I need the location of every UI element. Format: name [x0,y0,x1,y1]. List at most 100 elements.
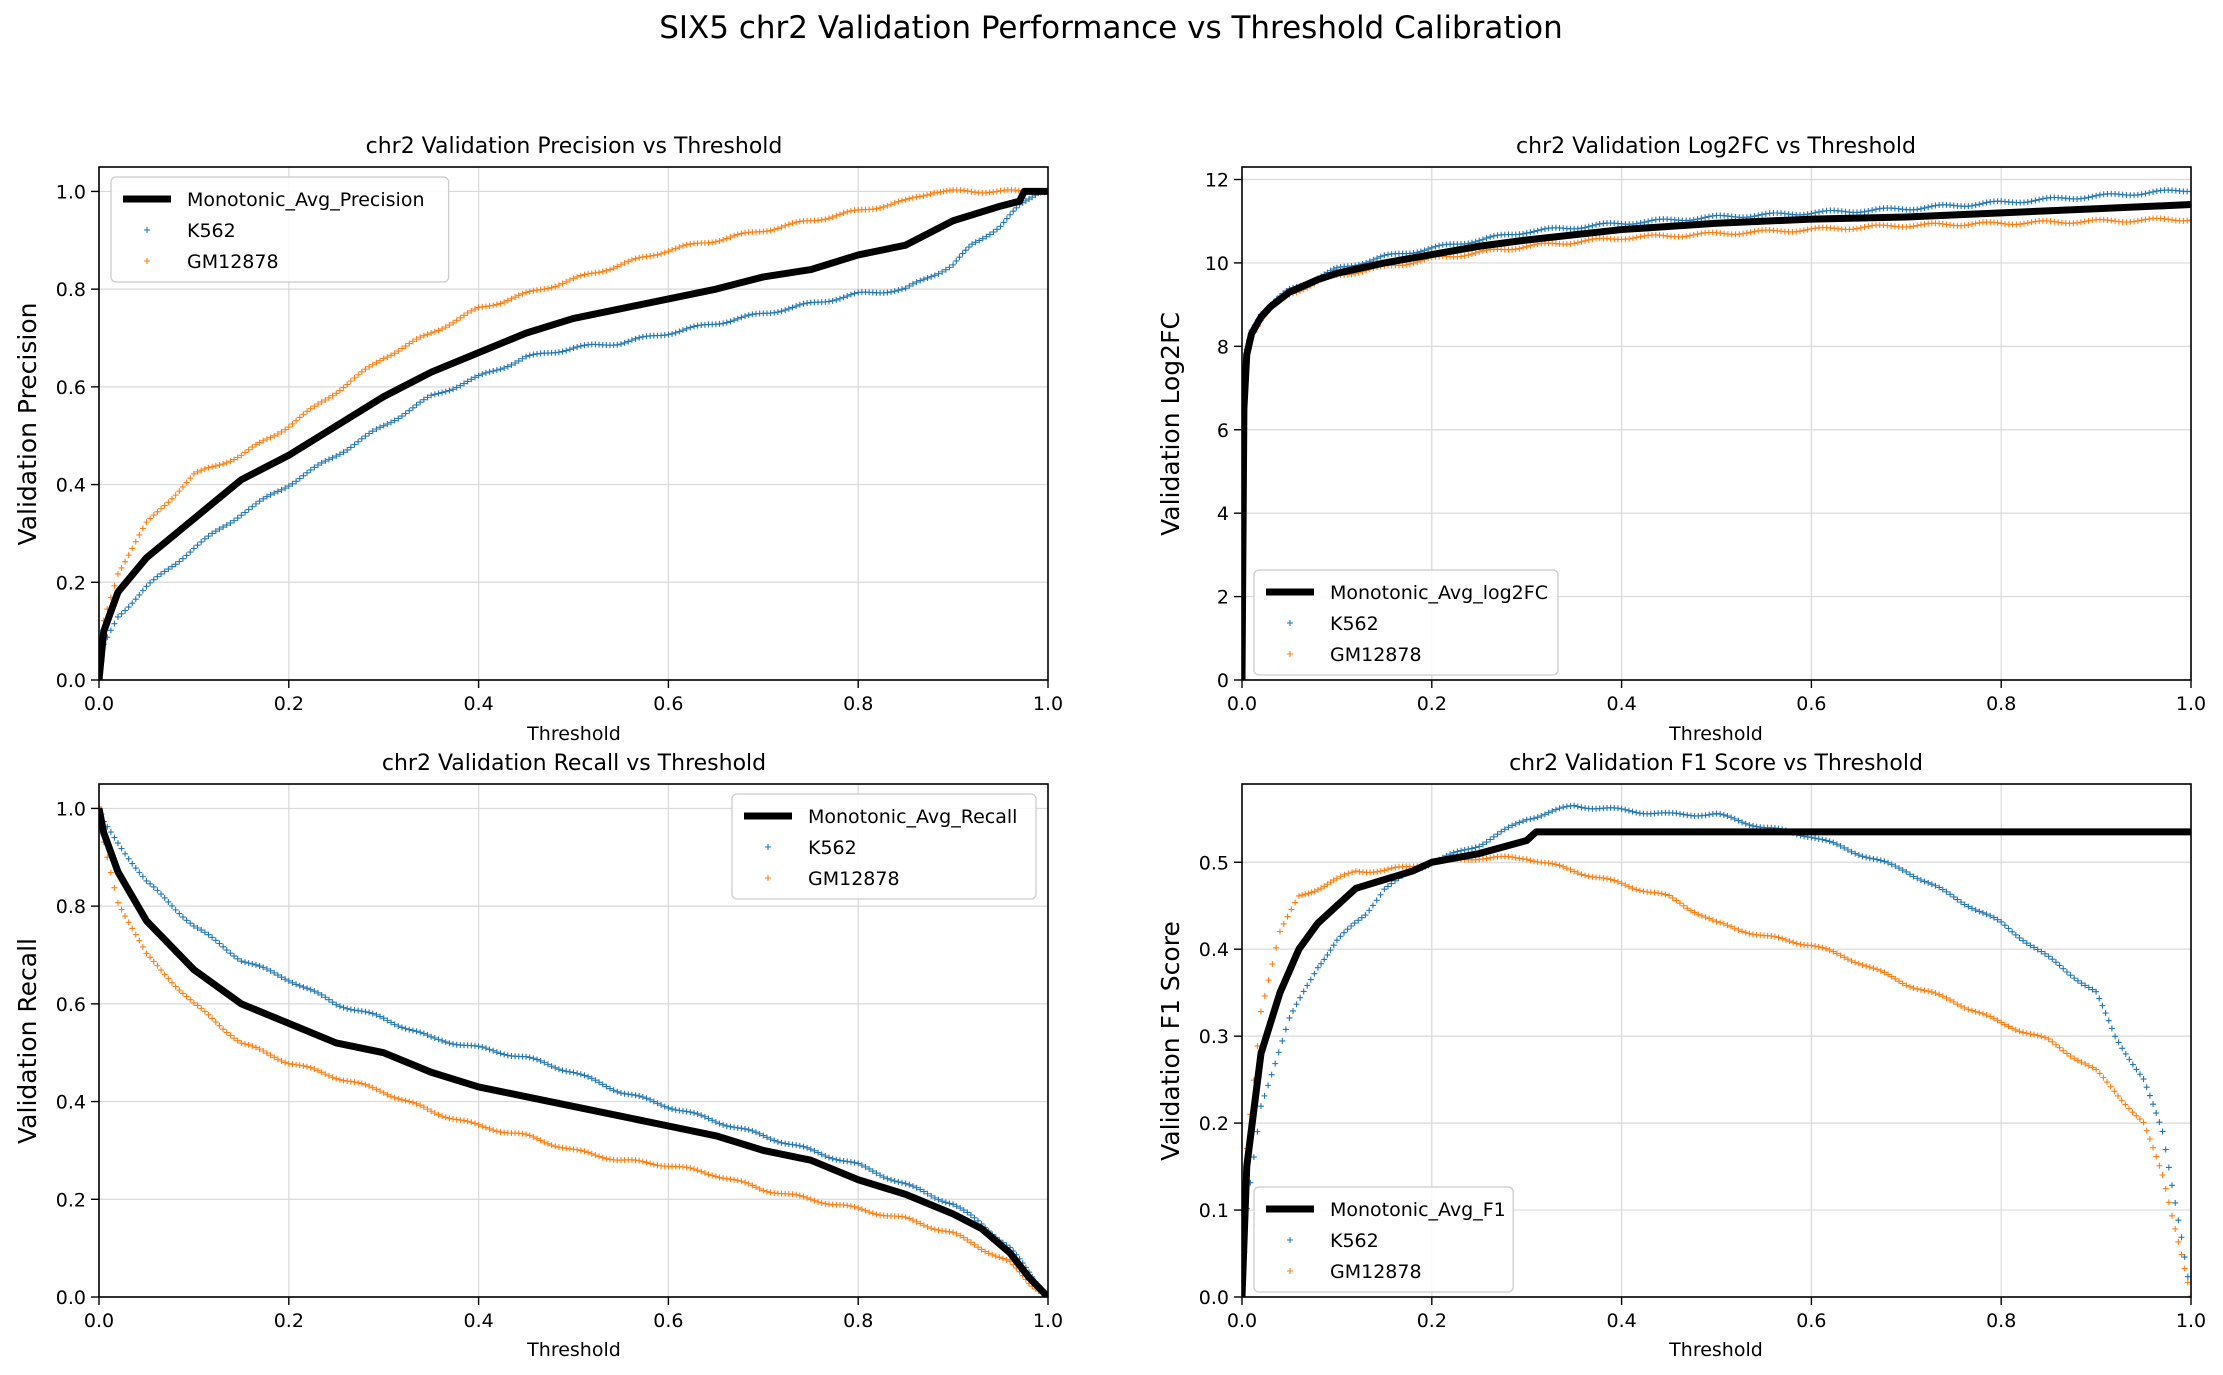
data-point-gm12878 [1567,866,1574,873]
data-point-k562 [2153,1110,2160,1117]
data-point-gm12878 [493,301,500,308]
data-point-k562 [2001,922,2008,929]
data-point-k562 [676,328,683,335]
data-point-gm12878 [1771,933,1778,940]
data-point-gm12878 [1655,890,1662,897]
data-point-k562 [249,503,256,510]
data-point-k562 [2020,937,2027,944]
data-point-k562 [1861,208,1868,215]
data-point-k562 [665,331,672,338]
data-point-k562 [417,1029,424,1036]
data-point-gm12878 [198,467,205,474]
data-point-gm12878 [793,219,800,226]
data-point-k562 [1830,839,1837,846]
data-point-k562 [2112,1033,2119,1040]
data-point-gm12878 [1709,917,1716,924]
data-point-k562 [891,1177,898,1184]
data-point-k562 [566,346,573,353]
data-point-k562 [519,355,526,362]
data-point-k562 [1914,875,1921,882]
data-point-k562 [183,917,190,924]
data-point-gm12878 [555,1144,562,1151]
data-point-gm12878 [307,1064,314,1071]
data-point-k562 [1859,853,1866,860]
data-point-k562 [745,312,752,319]
data-point-gm12878 [1731,925,1738,932]
x-tick-label: 0.8 [1986,1310,2016,1332]
data-point-gm12878 [753,1184,759,1191]
data-point-gm12878 [139,525,146,532]
legend: Monotonic_Avg_Recall K562 GM12878 [731,793,1037,900]
data-point-k562 [1373,897,1380,904]
y-tick-label: 0.8 [56,279,86,301]
data-point-k562 [1885,859,1892,866]
data-point-gm12878 [249,444,256,451]
data-point-gm12878 [1823,945,1829,952]
data-point-gm12878 [296,1062,303,1069]
data-point-k562 [709,1117,716,1124]
data-point-gm12878 [650,252,657,259]
data-point-k562 [2099,1002,2106,1009]
y-tick-label: 2 [1217,587,1229,609]
data-point-k562 [1029,194,1036,201]
data-point-k562 [209,934,216,941]
data-point-gm12878 [2181,1265,2188,1272]
data-point-k562 [888,1176,895,1183]
data-point-k562 [1003,215,1010,222]
data-point-k562 [965,244,972,251]
data-point-k562 [847,291,854,298]
data-point-gm12878 [1969,1007,1975,1014]
data-point-k562 [1641,219,1648,226]
data-point-gm12878 [2133,1112,2140,1119]
data-point-k562 [771,309,778,316]
legend-label: Monotonic_Avg_log2FC [1330,582,1548,604]
data-point-gm12878 [351,1079,358,1086]
data-point-k562 [1509,822,1516,829]
data-point-k562 [1523,816,1530,823]
data-point-k562 [884,1175,891,1182]
data-point-gm12878 [978,1246,985,1253]
legend-point-marker [765,875,771,881]
data-point-k562 [1381,252,1388,259]
data-point-gm12878 [435,327,442,334]
data-point-k562 [1976,201,1983,208]
data-point-gm12878 [169,979,175,986]
data-point-k562 [428,1033,435,1040]
data-point-k562 [585,1073,592,1080]
data-point-gm12878 [614,263,621,270]
data-point-k562 [388,419,394,426]
legend-label: Monotonic_Avg_F1 [1330,1199,1506,1221]
data-point-k562 [125,855,132,862]
data-point-k562 [957,1205,964,1212]
data-point-gm12878 [1833,950,1840,957]
data-point-k562 [205,931,212,938]
data-point-k562 [800,300,807,307]
data-point-k562 [2184,1273,2191,1280]
y-tick-label: 0.0 [56,670,86,692]
subplot-precision-ylabel: Validation Precision [13,303,42,546]
data-point-k562 [1428,244,1435,251]
data-point-gm12878 [2034,1032,2041,1039]
data-point-gm12878 [2089,1064,2096,1071]
data-point-k562 [504,363,511,370]
data-point-k562 [1472,844,1479,851]
data-point-gm12878 [566,277,573,284]
data-point-gm12878 [862,1207,869,1214]
data-point-gm12878 [585,270,592,277]
y-tick-label: 0.4 [56,1092,86,1114]
data-point-k562 [446,387,453,394]
data-point-gm12878 [464,1118,471,1125]
data-point-k562 [107,829,114,836]
data-point-k562 [1939,886,1946,893]
data-point-k562 [333,453,340,460]
data-point-k562 [1512,820,1519,827]
x-tick-label: 0.2 [1417,693,1447,715]
x-tick-label: 0.0 [84,1310,114,1332]
data-point-k562 [2188,188,2191,195]
data-point-gm12878 [205,1011,212,1018]
data-point-k562 [1279,1037,1286,1044]
data-point-k562 [179,555,186,562]
data-point-k562 [245,506,252,513]
legend-label: GM12878 [808,868,900,890]
data-point-k562 [111,620,118,627]
